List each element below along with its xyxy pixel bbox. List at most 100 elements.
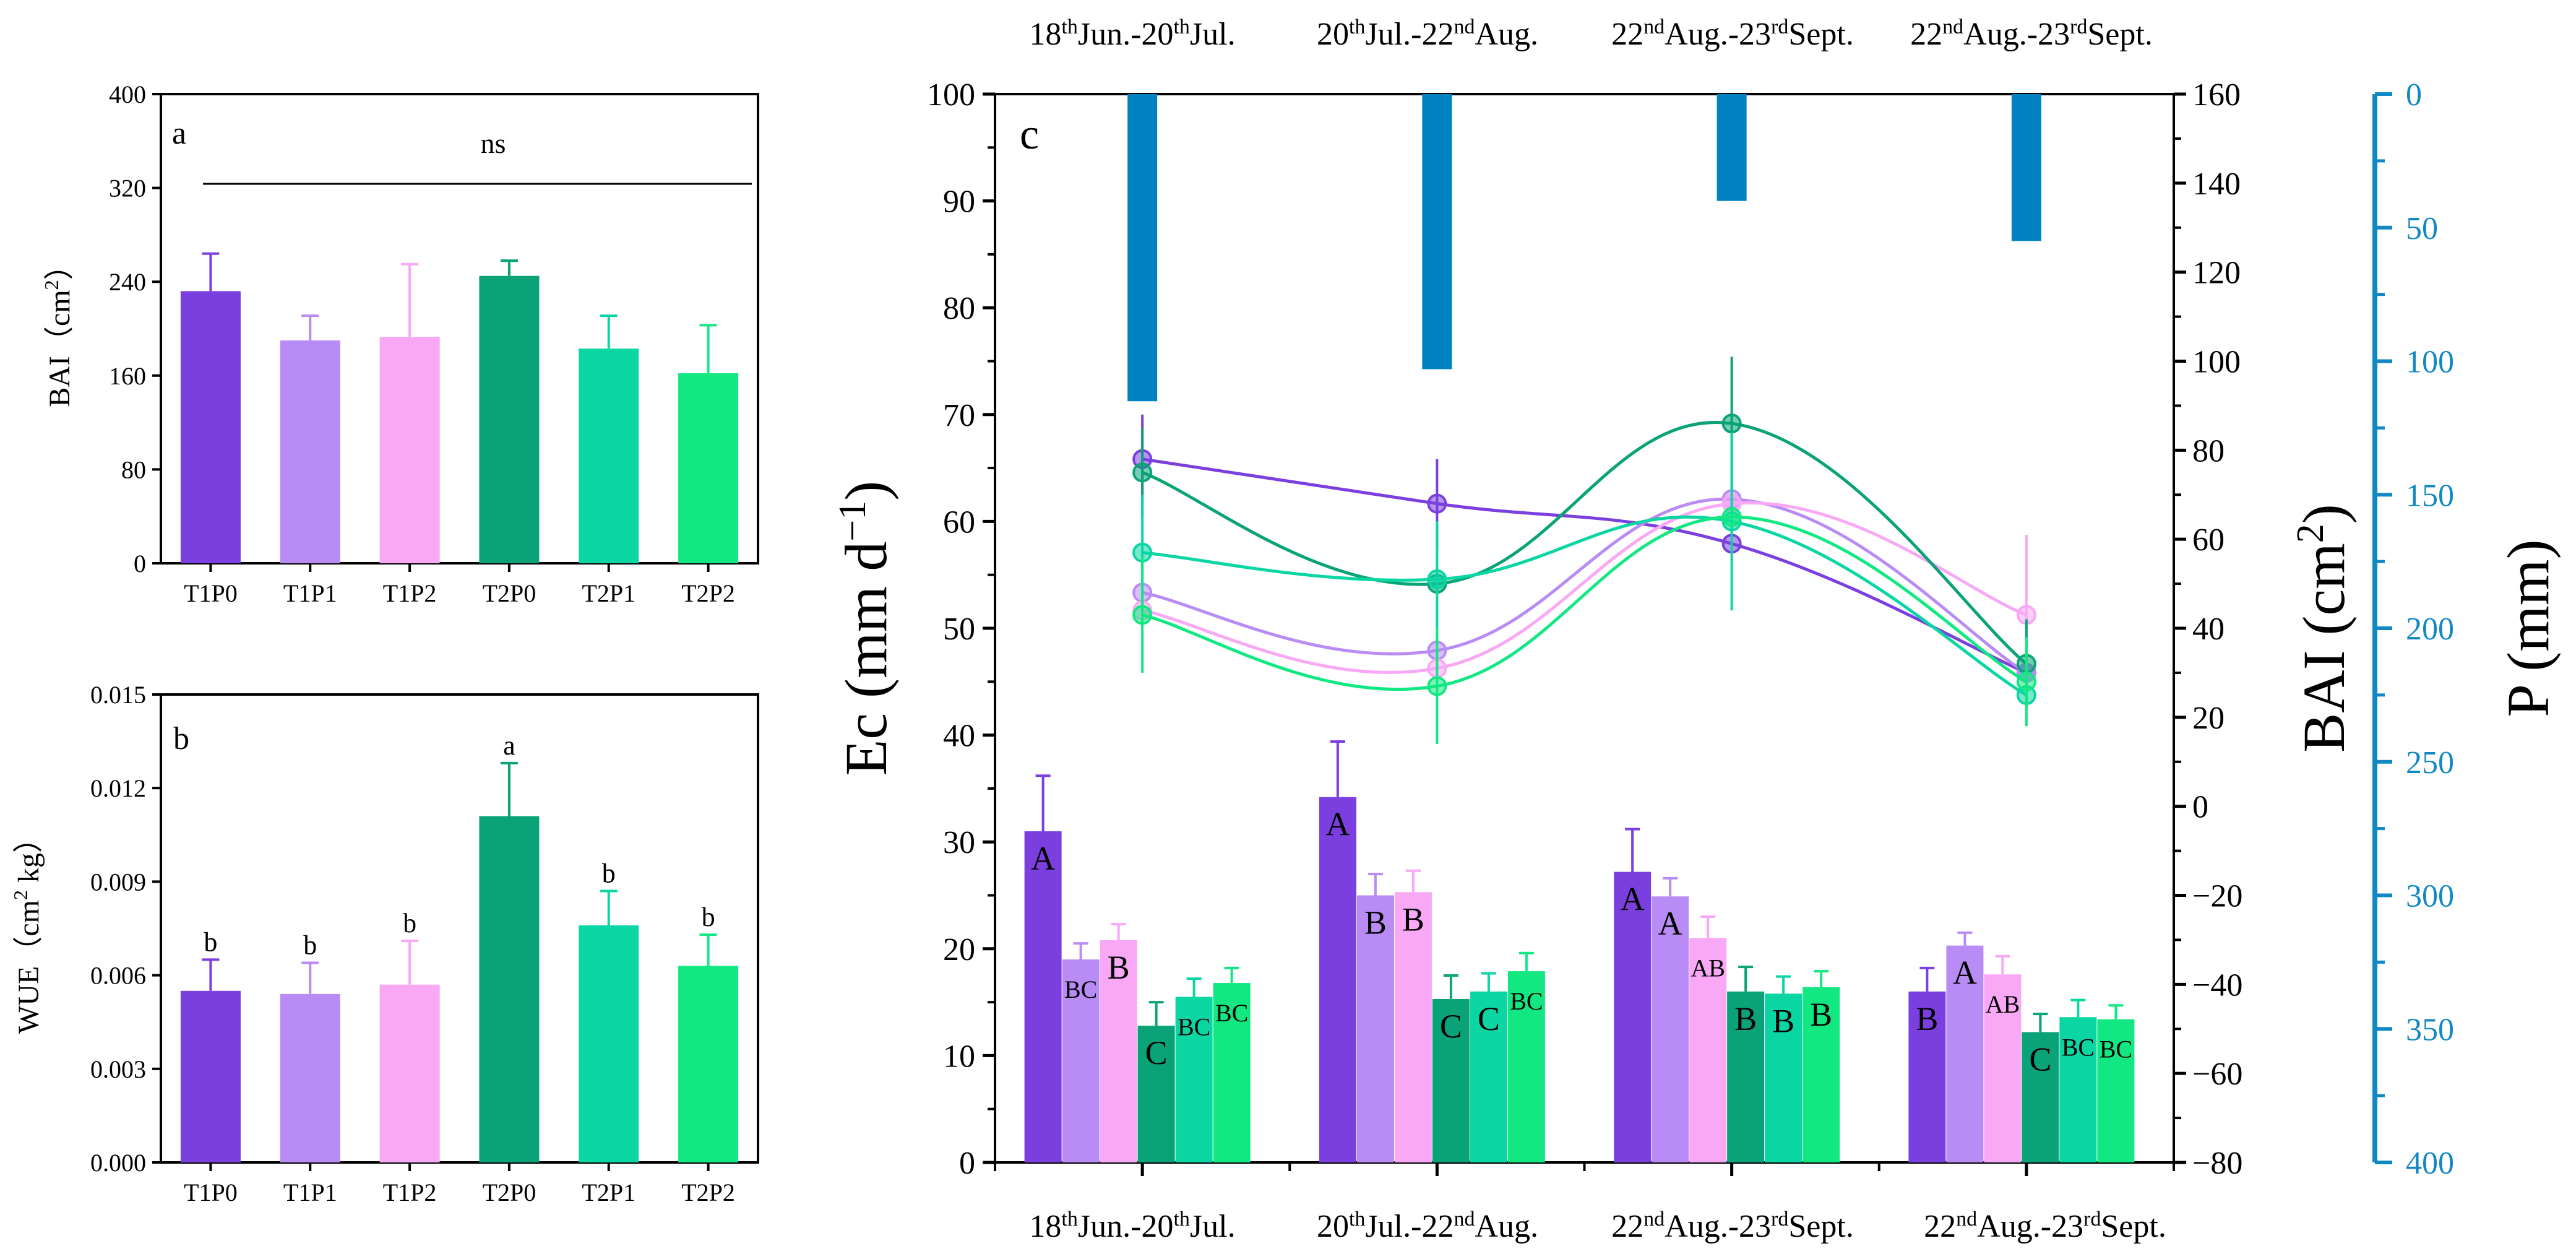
precip-y-tick-label: 0: [2406, 77, 2422, 113]
ec-bar-T1P1: [1652, 896, 1689, 1162]
period-label-part: Aug.-23: [1963, 17, 2070, 52]
x-tick-label: T1P0: [184, 579, 238, 607]
ec-y-tick-label: 80: [943, 291, 975, 326]
bar-T2P0: [479, 816, 540, 1162]
panel-a-ns-annotation: ns: [481, 128, 506, 159]
bar-T1P2: [379, 984, 440, 1162]
bar-T2P2: [678, 373, 739, 563]
bar-T1P0: [180, 990, 241, 1162]
ec-bar-T2P2: [1507, 971, 1545, 1162]
panel-c-bai-axis-label: BAI (cm2): [2290, 504, 2357, 753]
period-label-part: th: [1349, 1208, 1365, 1231]
bai-y-tick-label: −20: [2192, 879, 2242, 914]
significance-letter: b: [702, 902, 715, 932]
y-tick-label: 400: [109, 80, 146, 108]
ec-bar-T1P0: [1319, 797, 1356, 1162]
period-label-part: Jul.: [1190, 1209, 1236, 1244]
period-label-part: th: [1173, 15, 1189, 38]
period-label-bottom: 20thJul.-22ndAug.: [1317, 1208, 1538, 1245]
bai-y-tick-label: 100: [2192, 345, 2241, 380]
ec-bar-T1P2: [1394, 892, 1432, 1162]
ec-bar-T1P2: [1689, 938, 1727, 1162]
period-label-bottom: 18thJun.-20thJul.: [1029, 1208, 1235, 1245]
period-label-part: th: [1061, 1208, 1077, 1231]
ec-y-tick-label: 90: [943, 184, 975, 220]
significance-letter: a: [503, 730, 515, 761]
x-tick-label: T1P1: [283, 579, 337, 607]
period-label-part: Aug.-23: [1665, 17, 1771, 52]
x-tick-label: T1P0: [184, 1179, 238, 1206]
bai-line-T1P2: [1142, 501, 2027, 674]
ec-y-tick-label: 30: [943, 825, 975, 860]
ec-significance-letter: C: [1478, 1000, 1500, 1037]
bai-point-T2P2: [1132, 605, 1153, 625]
ec-significance-letter: B: [1402, 901, 1424, 938]
period-label-part: Sept.: [1788, 17, 1853, 52]
ec-bar-T2P0: [2022, 1032, 2059, 1162]
significance-letter: b: [602, 859, 616, 889]
period-label-part: th: [1061, 15, 1077, 38]
panel-c-ec-axis-ticks: 0 10 20 30 40 50 60 70 80 90 100: [927, 77, 995, 1181]
ec-significance-letter: A: [1621, 881, 1645, 918]
y-tick-label: 0.006: [90, 962, 146, 990]
ec-significance-letter: B: [1810, 996, 1832, 1033]
ec-significance-letter: AB: [1691, 954, 1725, 982]
period-label-part: nd: [1643, 1208, 1665, 1231]
y-tick-label: 160: [109, 362, 146, 390]
ec-significance-letter: BC: [1064, 976, 1097, 1003]
period-label-part: Jun.-20: [1078, 1209, 1174, 1244]
ec-significance-letter: A: [1953, 954, 1977, 992]
panel-b-y-ticks: 0.000 0.003 0.006 0.009 0.012 0.015: [90, 681, 161, 1177]
panel-b-frame: [160, 693, 759, 1164]
x-tick-label: T2P2: [681, 1179, 735, 1206]
period-label-part: Jul.-22: [1365, 17, 1454, 52]
panel-a-frame: [160, 93, 759, 565]
panel-a-bai-chart: a 0 80 160 240 320 400 T1P0 T1P1 T1P2 T2P0 T2P1 T2…: [40, 80, 759, 607]
period-label-part: Aug.: [1475, 17, 1538, 52]
x-tick-label: T2P0: [483, 579, 536, 607]
x-tick-label: T1P2: [383, 579, 437, 607]
precip-y-tick-label: 300: [2406, 879, 2454, 914]
ec-bar-T2P1: [1765, 993, 1803, 1162]
ec-bar-T2P1: [1175, 997, 1213, 1162]
bar-T2P2: [678, 966, 739, 1162]
precip-y-tick-label: 100: [2406, 345, 2454, 380]
bai-y-tick-label: 40: [2192, 612, 2225, 647]
precip-y-tick-label: 150: [2406, 478, 2454, 513]
ec-bar-T1P0: [1614, 872, 1652, 1162]
ec-significance-letter: B: [1364, 904, 1387, 941]
precip-bar: [2011, 94, 2041, 241]
bai-y-tick-label: −80: [2192, 1146, 2242, 1181]
ec-significance-letter: B: [1734, 1000, 1757, 1037]
bar-T2P1: [579, 348, 639, 563]
ec-significance-letter: BC: [2062, 1033, 2095, 1061]
period-label-part: Sept.: [2087, 17, 2152, 52]
period-label-part: nd: [1454, 1208, 1475, 1231]
ec-bar-T2P0: [1727, 991, 1765, 1162]
ec-significance-letter: BC: [1215, 999, 1248, 1027]
bar-T2P1: [579, 925, 639, 1162]
ec-bar-T2P2: [1213, 983, 1251, 1162]
period-label-part: 22: [1910, 17, 1942, 52]
precip-y-tick-label: 50: [2406, 211, 2438, 246]
panel-c-bai-lines: [1132, 357, 2036, 744]
x-tick-label: T1P2: [383, 1179, 437, 1206]
ec-bar-T1P1: [1946, 945, 1984, 1162]
period-label-top: 20thJul.-22ndAug.: [1317, 15, 1538, 53]
bai-line-T1P0: [1142, 457, 2027, 675]
bar-T1P0: [180, 291, 241, 563]
x-tick-label: T2P1: [582, 579, 635, 607]
period-label-part: nd: [1956, 1208, 1977, 1231]
panel-a-label: a: [172, 116, 186, 151]
period-label-part: Aug.: [1475, 1209, 1538, 1244]
bar-T1P1: [280, 340, 340, 563]
bar-T1P2: [379, 337, 440, 563]
panel-b-bars: b b b a b b: [180, 730, 739, 1162]
bai-point-T2P0: [1721, 413, 1742, 434]
y-tick-label: 80: [121, 456, 146, 483]
panel-c-precip-bars: [1127, 94, 2041, 402]
ec-significance-letter: C: [1145, 1034, 1168, 1071]
y-tick-label: 0.000: [90, 1149, 146, 1177]
ec-significance-letter: B: [1108, 949, 1130, 986]
